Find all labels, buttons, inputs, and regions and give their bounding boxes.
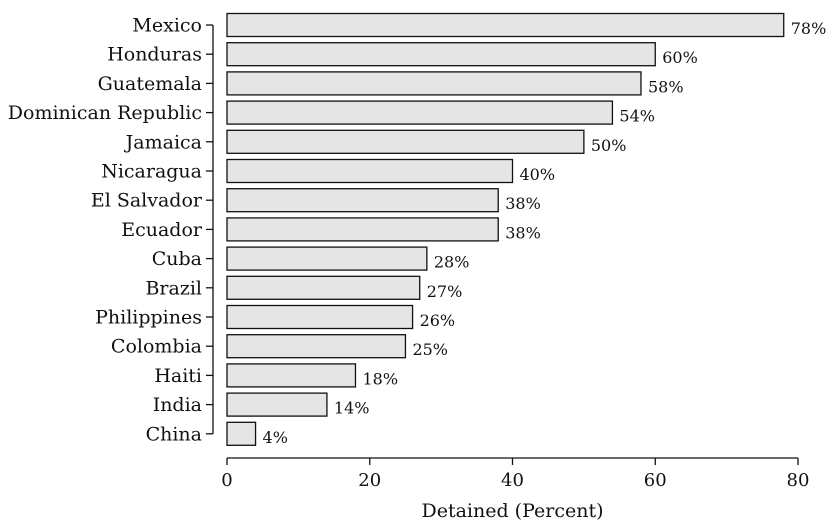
bar — [226, 421, 257, 446]
category-label: Honduras — [107, 44, 202, 66]
data-label: 27% — [427, 282, 463, 301]
bar — [226, 304, 414, 330]
bar — [226, 158, 514, 184]
bar — [226, 217, 499, 242]
category-label: Haiti — [154, 365, 202, 387]
bar — [226, 275, 421, 300]
data-label: 78% — [791, 19, 826, 38]
bar — [226, 12, 785, 38]
data-label: 54% — [619, 107, 655, 126]
category-label: Ecuador — [121, 219, 203, 241]
x-axis: 0 20 40 60 80 — [221, 457, 810, 491]
category-label: Cuba — [152, 248, 202, 270]
bar — [226, 188, 499, 213]
category-label: Mexico — [132, 15, 202, 37]
category-label: Dominican Republic — [8, 102, 202, 124]
data-label: 58% — [648, 77, 684, 96]
data-label: 40% — [520, 165, 556, 184]
x-tick-label: 0 — [221, 470, 232, 491]
data-label: 38% — [505, 223, 541, 242]
bars: 78% 60% 58% 54% 50% 40% 38% 38% 28% 27% 26% 25% 18% 1… — [226, 12, 826, 447]
bar — [226, 392, 328, 417]
data-label: 18% — [362, 369, 398, 388]
category-label: Jamaica — [124, 131, 202, 153]
category-axis: Mexico Honduras Guatemala Dominican Republi… — [8, 15, 214, 445]
category-label: Philippines — [95, 307, 202, 329]
bar — [226, 129, 585, 154]
data-label: 50% — [591, 136, 627, 155]
bar — [226, 334, 407, 359]
x-tick-label: 40 — [501, 470, 524, 491]
category-label: Brazil — [145, 277, 202, 299]
category-label: El Salvador — [91, 190, 203, 212]
x-tick-label: 20 — [358, 470, 381, 491]
bar — [226, 42, 656, 67]
bar — [226, 246, 428, 271]
category-label: India — [153, 394, 202, 416]
data-label: 28% — [434, 253, 470, 272]
bar — [226, 71, 642, 96]
bar — [226, 363, 357, 388]
category-label: Nicaragua — [101, 161, 202, 183]
category-label: Guatemala — [98, 73, 202, 95]
data-label: 26% — [420, 311, 456, 330]
data-label: 4% — [263, 428, 288, 447]
x-axis-label: Detained (Percent) — [421, 500, 603, 522]
data-label: 14% — [334, 399, 370, 418]
category-label: China — [146, 423, 202, 445]
data-label: 60% — [662, 48, 698, 67]
bar — [226, 100, 614, 125]
x-tick-label: 80 — [787, 470, 810, 491]
x-tick-label: 60 — [644, 470, 667, 491]
category-label: Colombia — [111, 336, 202, 358]
data-label: 25% — [412, 340, 448, 359]
data-label: 38% — [505, 194, 541, 213]
